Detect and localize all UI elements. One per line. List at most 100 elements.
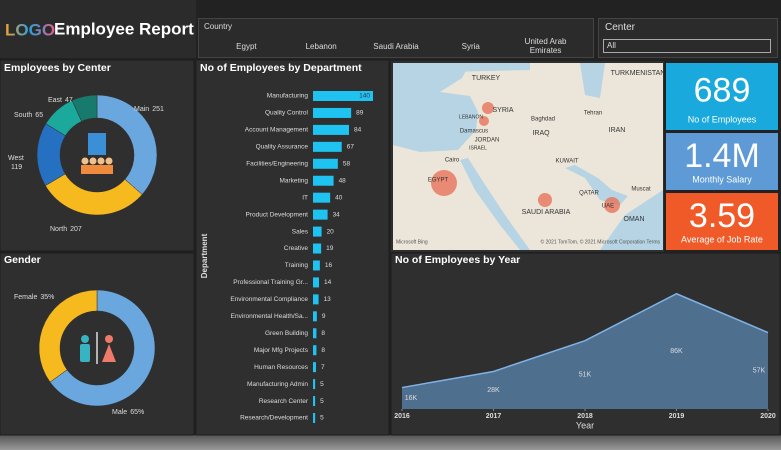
bar	[313, 226, 322, 237]
data-label: 9	[322, 313, 326, 320]
data-label: 8	[321, 330, 325, 337]
slicer-item[interactable]: United Arab Emirates	[524, 37, 567, 55]
donut-slice	[96, 94, 158, 195]
data-label: 86K	[670, 348, 683, 355]
slicer-item[interactable]: Egypt	[236, 41, 257, 51]
bar	[313, 345, 317, 356]
data-label: 51K	[579, 372, 592, 379]
footer-bar	[0, 435, 781, 450]
icon	[80, 344, 90, 362]
icon	[81, 157, 89, 165]
map-bubble	[604, 197, 620, 213]
map-label: OMAN	[624, 216, 645, 223]
header-panel	[0, 0, 196, 58]
area-line	[401, 292, 769, 389]
category-label: Training	[285, 262, 309, 269]
map-label: JORDAN	[475, 138, 500, 144]
category-label: Account Management	[245, 127, 308, 134]
icon	[81, 335, 89, 343]
kpi-value: 1.4M	[684, 137, 760, 175]
category-label: Product Development	[245, 211, 308, 218]
slicer-label: Center	[605, 22, 636, 33]
map-label: SYRIA	[492, 107, 513, 114]
sea	[460, 158, 530, 250]
category-label: IT	[302, 194, 308, 201]
category-label: Sales	[292, 228, 309, 235]
category-label: Manufacturing	[267, 93, 309, 100]
slicer-item[interactable]: Lebanon	[305, 41, 337, 51]
kpi-value: 3.59	[689, 197, 755, 235]
bar	[313, 277, 319, 288]
sea	[580, 63, 605, 98]
icon	[105, 165, 113, 174]
category-label: Quality Control	[265, 110, 309, 117]
label-name: East	[48, 97, 62, 104]
category-label: Environmental Compliance	[230, 296, 308, 303]
sea	[393, 63, 478, 152]
sea	[565, 165, 628, 205]
bar	[313, 124, 349, 135]
label-value: 35%	[40, 294, 54, 301]
x-tick-label: 2019	[669, 413, 685, 420]
label-name: West	[8, 155, 24, 162]
data-label: 40	[335, 194, 343, 201]
donut-slice	[71, 94, 98, 122]
map-label: TURKMENISTAN	[611, 70, 666, 77]
map-label: Baghdad	[531, 117, 555, 123]
data-label: 7	[321, 364, 325, 371]
donut-slice	[38, 289, 98, 383]
axis-title: Department	[200, 233, 209, 278]
logo: LOGO	[5, 20, 55, 39]
bar	[313, 328, 317, 339]
slicer-item[interactable]: Saudi Arabia	[373, 41, 419, 51]
map-label: EGYPT	[428, 178, 449, 184]
category-label: Professional Training Gr...	[233, 279, 308, 286]
kpi-card	[666, 63, 778, 130]
map-label: KUWAIT	[555, 159, 578, 165]
slicer-item[interactable]: Syria	[461, 41, 480, 51]
data-label: Female 35%	[14, 294, 54, 301]
data-label: 34	[333, 211, 341, 218]
data-label: 5	[320, 381, 324, 388]
bar	[313, 107, 352, 118]
kpi-value: 689	[694, 71, 751, 109]
map-label: Cairo	[445, 158, 460, 164]
data-label: Male 65%	[112, 409, 144, 416]
category-label: Quality Assurance	[256, 144, 309, 151]
bar	[313, 175, 334, 186]
icon	[81, 165, 89, 174]
slicer-dropdown[interactable]: All	[603, 39, 771, 53]
chart-title: No of Employees by Department	[200, 62, 362, 74]
data-label: 84	[354, 127, 362, 134]
label-value: 119	[11, 164, 22, 171]
map-bubble	[482, 102, 494, 114]
bar	[313, 396, 316, 407]
map-bubble	[431, 170, 457, 196]
data-label: South 65	[14, 112, 43, 119]
data-label: West 119	[8, 155, 24, 171]
data-label: 140	[359, 93, 370, 100]
bar	[313, 294, 319, 305]
category-label: Facilities/Engineering	[246, 161, 308, 168]
country-slicer: Country Egypt Lebanon Saudi Arabia Syria Uni…	[198, 18, 594, 58]
bar	[313, 243, 322, 254]
map: TURKEY TURKMENISTAN SYRIA LEBANON Damascus JO…	[393, 63, 666, 250]
bar	[313, 379, 316, 390]
map-bubble	[479, 116, 489, 126]
category-label: Marketing	[279, 177, 308, 184]
donut-slice	[49, 289, 156, 407]
bar	[313, 91, 373, 101]
data-label: 67	[347, 144, 355, 151]
label-value: 251	[152, 106, 164, 113]
kpi-label: No of Employees	[688, 114, 757, 124]
data-label: North 207	[50, 226, 82, 233]
label-value: 65%	[130, 409, 144, 416]
x-tick-label: 2018	[577, 413, 593, 420]
category-label: Major Mfg Projects	[254, 347, 309, 354]
data-label: 89	[356, 110, 364, 117]
panel	[195, 59, 390, 436]
map-bubble	[538, 193, 552, 207]
